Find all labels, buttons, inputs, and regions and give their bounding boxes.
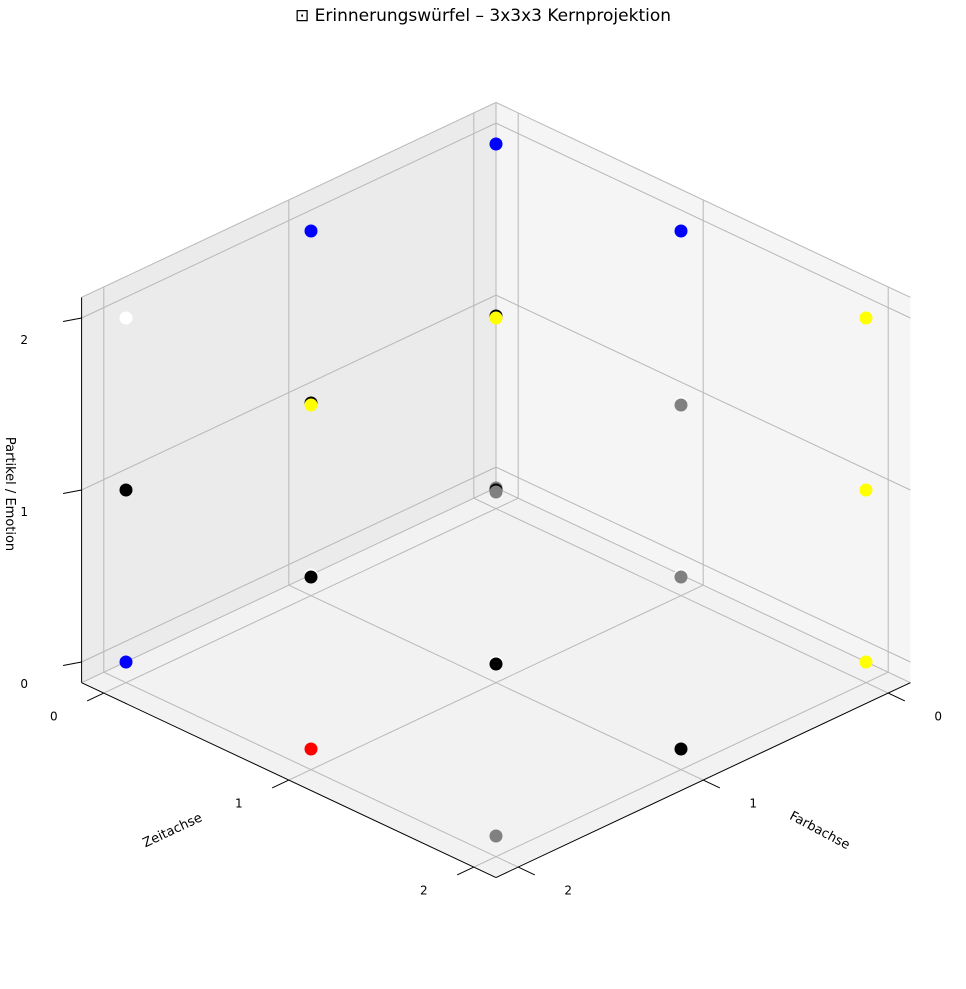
y-tick-label: 0 [934, 710, 942, 724]
data-point [304, 570, 318, 584]
grid-lines [81, 102, 911, 868]
z-tick [63, 489, 82, 494]
grid-line [103, 671, 519, 868]
y-tick [517, 866, 536, 876]
data-point [489, 829, 503, 843]
data-point [674, 570, 688, 584]
data-point [489, 137, 503, 151]
z-tick-label: 1 [20, 505, 28, 519]
y-tick [887, 692, 906, 702]
y-tick [702, 779, 721, 789]
data-point [674, 398, 688, 412]
y-tick-label: 2 [564, 884, 572, 898]
data-point [489, 311, 503, 325]
data-points [119, 137, 873, 843]
data-point [859, 483, 873, 497]
grid-line [495, 122, 911, 319]
x-tick [456, 866, 475, 876]
data-point [859, 655, 873, 669]
z-axis-label: Partikel / Emotion [2, 437, 17, 551]
grid-line [473, 671, 889, 868]
data-point [674, 742, 688, 756]
data-point [119, 655, 133, 669]
z-tick-label: 2 [20, 333, 28, 347]
data-point [119, 311, 133, 325]
axis-lines [63, 297, 911, 878]
data-point [304, 398, 318, 412]
x-axis-label: Zeitachse [141, 811, 205, 852]
y-axis-label: Farbachse [787, 809, 852, 853]
z-tick [63, 661, 82, 666]
x-tick [271, 779, 290, 789]
x-tick-label: 2 [420, 884, 428, 898]
x-tick-label: 1 [235, 797, 243, 811]
data-point [674, 224, 688, 238]
data-point [119, 483, 133, 497]
data-point [304, 742, 318, 756]
grid-line [81, 294, 497, 491]
y-tick-label: 1 [749, 797, 757, 811]
data-point [859, 311, 873, 325]
data-point [489, 657, 503, 671]
x-tick [86, 692, 105, 702]
grid-line [495, 294, 911, 491]
data-point [489, 485, 503, 499]
z-tick-label: 0 [20, 677, 28, 691]
grid-line [288, 584, 704, 781]
grid-line [81, 122, 497, 319]
z-tick [63, 317, 82, 322]
chart-title: ⊡ Erinnerungswürfel – 3x3x3 Kernprojekti… [294, 6, 672, 26]
x-tick-label: 0 [50, 710, 58, 724]
data-point [304, 224, 318, 238]
